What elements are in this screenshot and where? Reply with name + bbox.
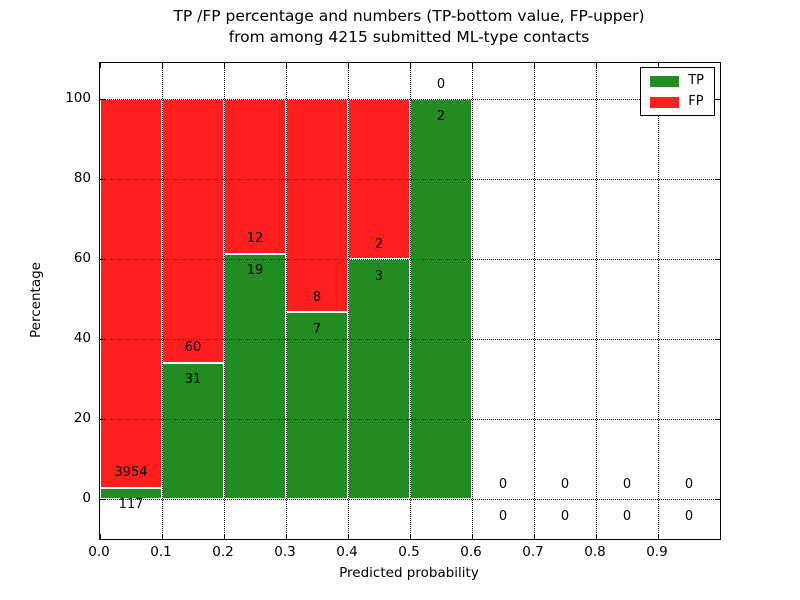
annotation-tp-count: 7 — [312, 321, 322, 337]
y-tick-label: 0 — [82, 490, 91, 506]
chart-title-line2: from among 4215 submitted ML-type contac… — [228, 28, 590, 46]
annotation-fp-count: 12 — [246, 231, 264, 247]
legend-label-fp: FP — [688, 94, 704, 109]
x-tick-mark — [596, 63, 597, 68]
x-tick-label: 0.3 — [274, 544, 296, 560]
v-gridline — [472, 63, 473, 539]
x-tick-mark — [596, 534, 597, 539]
plot-area: TP FP 3954 117 60 31 12 19 8 7 2 3 0 2 0 0 0 0 0 0 0 0 — [99, 62, 721, 540]
annotation-fp-count: 0 — [684, 476, 694, 492]
x-tick-label: 0.4 — [336, 544, 358, 560]
annotation-fp-count: 0 — [498, 476, 508, 492]
x-tick-mark — [162, 63, 163, 68]
x-tick-mark — [658, 63, 659, 68]
annotation-tp-count: 31 — [184, 372, 202, 388]
annotation-tp-count: 0 — [498, 508, 508, 524]
y-axis-label: Percentage — [28, 262, 44, 338]
y-tick-mark — [100, 499, 105, 500]
y-tick-mark — [715, 259, 720, 260]
y-tick-label: 40 — [73, 330, 91, 346]
v-gridline — [348, 63, 349, 539]
y-tick-label: 60 — [73, 250, 91, 266]
annotation-tp-count: 19 — [246, 263, 264, 279]
x-tick-label: 0.5 — [398, 544, 420, 560]
x-tick-mark — [534, 534, 535, 539]
y-tick-mark — [100, 179, 105, 180]
annotation-fp-count: 3954 — [114, 465, 148, 481]
v-gridline — [410, 63, 411, 539]
x-tick-mark — [410, 534, 411, 539]
v-gridline — [162, 63, 163, 539]
x-tick-mark — [100, 534, 101, 539]
bar-tp-segment — [162, 362, 224, 499]
bar-fp-segment — [100, 99, 162, 488]
v-gridline — [658, 63, 659, 539]
x-tick-mark — [224, 534, 225, 539]
x-tick-mark — [410, 63, 411, 68]
y-tick-mark — [100, 419, 105, 420]
annotation-tp-count: 117 — [118, 497, 144, 513]
y-tick-label: 20 — [73, 410, 91, 426]
x-tick-mark — [286, 534, 287, 539]
legend-entry-fp: FP — [650, 95, 704, 109]
bar-tp-segment — [100, 487, 162, 499]
annotation-tp-count: 0 — [560, 508, 570, 524]
x-tick-mark — [348, 534, 349, 539]
x-tick-mark — [534, 63, 535, 68]
bar-tp-segment — [410, 99, 472, 499]
annotation-fp-count: 0 — [436, 76, 446, 92]
v-gridline — [534, 63, 535, 539]
fp-color-swatch — [650, 96, 680, 108]
y-tick-mark — [100, 339, 105, 340]
x-tick-mark — [286, 63, 287, 68]
x-tick-label: 0.2 — [212, 544, 234, 560]
x-tick-mark — [472, 534, 473, 539]
annotation-tp-count: 0 — [684, 508, 694, 524]
y-tick-mark — [715, 499, 720, 500]
annotation-tp-count: 3 — [374, 268, 384, 284]
x-tick-label: 0.1 — [150, 544, 172, 560]
annotation-fp-count: 60 — [184, 340, 202, 356]
chart-title-line1: TP /FP percentage and numbers (TP-bottom… — [173, 7, 645, 25]
y-tick-mark — [715, 339, 720, 340]
v-gridline — [286, 63, 287, 539]
x-tick-label: 0.8 — [584, 544, 606, 560]
annotation-fp-count: 0 — [622, 476, 632, 492]
x-tick-mark — [472, 63, 473, 68]
annotation-fp-count: 0 — [560, 476, 570, 492]
annotation-fp-count: 8 — [312, 289, 322, 305]
bar-fp-segment — [224, 99, 286, 254]
x-tick-mark — [162, 534, 163, 539]
y-tick-mark — [100, 99, 105, 100]
x-tick-label: 0.9 — [646, 544, 668, 560]
x-axis-label: Predicted probability — [339, 565, 479, 581]
v-gridline — [224, 63, 225, 539]
y-tick-mark — [100, 259, 105, 260]
chart-title: TP /FP percentage and numbers (TP-bottom… — [99, 6, 719, 48]
legend: TP FP — [640, 67, 715, 116]
x-tick-mark — [224, 63, 225, 68]
y-tick-label: 100 — [65, 90, 91, 106]
y-tick-mark — [715, 179, 720, 180]
bar-tp-segment — [286, 312, 348, 499]
x-tick-label: 0.0 — [88, 544, 110, 560]
annotation-tp-count: 2 — [436, 108, 446, 124]
y-tick-label: 80 — [73, 170, 91, 186]
tp-color-swatch — [650, 75, 680, 87]
x-tick-mark — [100, 63, 101, 68]
bar-tp-segment — [348, 259, 410, 499]
x-tick-label: 0.7 — [522, 544, 544, 560]
x-tick-mark — [658, 534, 659, 539]
bar-tp-segment — [224, 253, 286, 499]
annotation-tp-count: 0 — [622, 508, 632, 524]
legend-entry-tp: TP — [650, 74, 704, 88]
annotation-fp-count: 2 — [374, 236, 384, 252]
legend-label-tp: TP — [688, 73, 704, 88]
v-gridline — [596, 63, 597, 539]
y-tick-mark — [715, 419, 720, 420]
x-tick-label: 0.6 — [460, 544, 482, 560]
y-tick-mark — [715, 99, 720, 100]
x-tick-mark — [348, 63, 349, 68]
